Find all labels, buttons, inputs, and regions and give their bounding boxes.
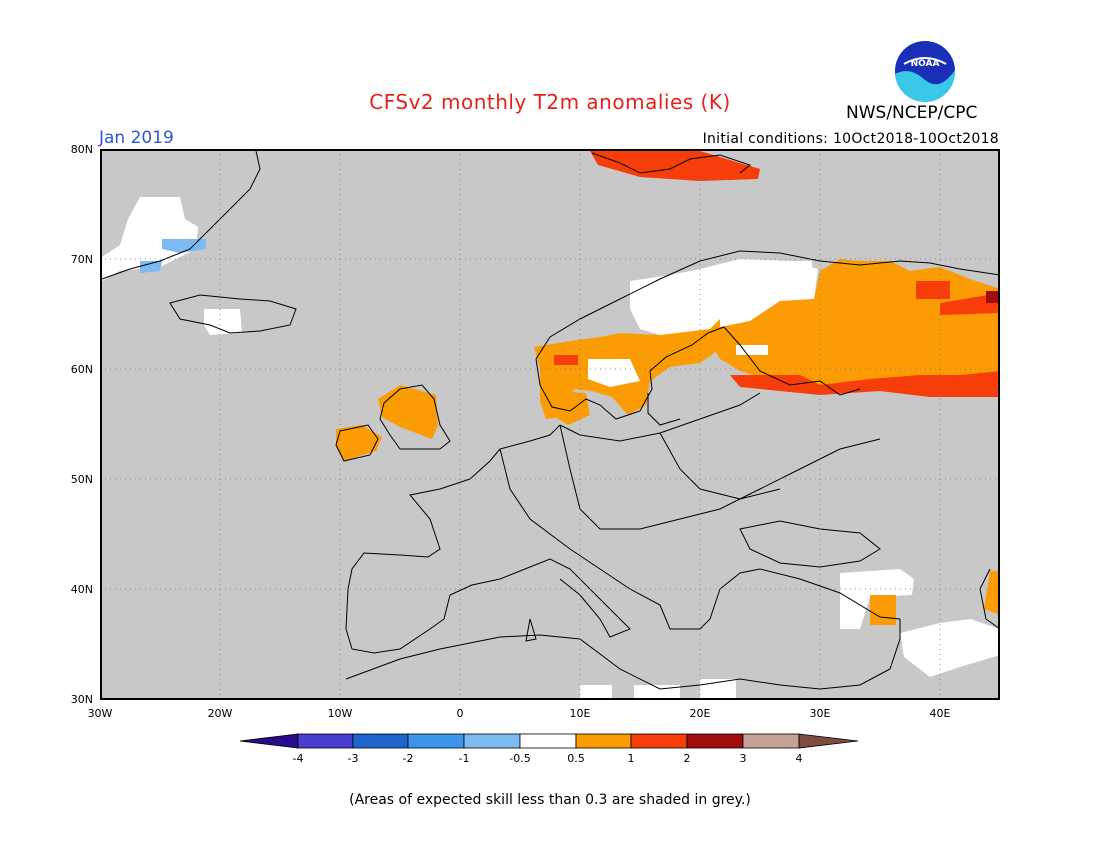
lon-label-40e: 40E [929,707,951,720]
anomaly-cool-greenland-east [162,239,206,253]
anomaly-neutral-iceland [204,309,242,335]
anomaly-neutral-kola [780,261,812,297]
forecast-month: Jan 2019 [99,128,174,148]
anomaly-cells [102,151,1000,699]
colorbar-label: 2 [683,752,691,765]
colorbar-bin [352,733,409,749]
anomaly-neutral-turkey [840,569,914,629]
lon-label-10w: 10W [327,707,353,720]
anomaly-neutral-levant [900,619,1000,677]
map-title: CFSv2 monthly T2m anomalies (K) [369,90,731,114]
graticule [100,149,1000,699]
lat-label-30n: 30N [70,693,93,706]
anomaly-warm-britain [378,385,438,439]
colorbar-label: -1 [458,752,470,765]
lat-label-70n: 70N [70,253,93,266]
anomaly-neutral-scandinavia [630,259,818,335]
anomaly-cool-greenland-south [140,261,162,273]
coastlines [101,150,1000,690]
lon-label-20e: 20E [689,707,711,720]
colorbar-arrow-high [798,733,859,749]
lon-label-30w: 30W [87,707,113,720]
colorbar-bin [630,733,688,749]
map-frame [100,149,1000,700]
colorbar [239,733,859,749]
colorbar-label: -0.5 [509,752,531,765]
lon-label-20w: 20W [207,707,233,720]
colorbar-bin [407,733,465,749]
anomaly-warm-turkey [870,595,896,625]
colorbar-bin [297,733,354,749]
colorbar-bin [519,733,577,749]
lat-label-80n: 80N [70,143,93,156]
skill-mask-background [100,149,1000,699]
noaa-logo-text: NOAA [911,59,940,69]
noaa-logo: NOAA [895,41,956,102]
colorbar-label: 4 [795,752,803,765]
anomaly-warm-ireland [336,425,382,461]
colorbar-bin [575,733,632,749]
lat-label-50n: 50N [70,473,93,486]
anomaly-neutral-sweden-patch [588,359,640,387]
colorbar-bin [463,733,521,749]
lon-label-10e: 10E [569,707,591,720]
colorbar-label: -4 [292,752,304,765]
colorbar-label: 3 [739,752,747,765]
anomaly-neutral-finland-patch [736,345,768,355]
lat-label-40n: 40N [70,583,93,596]
lon-label-30e: 30E [809,707,831,720]
anomaly-very-warm-russia [986,291,1000,303]
colorbar-label: 0.5 [567,752,585,765]
anomaly-warm-caucasus [984,571,1000,615]
anomaly-warm-denmark [552,391,590,425]
anomaly-strong-warm-norway [554,355,578,365]
anomaly-neutral-greenland [102,197,198,281]
colorbar-bin [742,733,800,749]
colorbar-arrow-low [239,733,299,749]
initial-conditions: Initial conditions: 10Oct2018-10Oct2018 [702,131,999,147]
agency-label: NWS/NCEP/CPC [846,103,978,123]
colorbar-label: -2 [402,752,414,765]
skill-footnote: (Areas of expected skill less than 0.3 a… [349,792,751,808]
colorbar-bin [686,733,744,749]
colorbar-label: 1 [627,752,635,765]
anomaly-map [100,149,1000,700]
anomaly-neutral-north-africa [580,679,736,699]
anomaly-strong-warm-russia-north [916,281,950,299]
anomaly-strong-warm-russia-south [730,371,1000,397]
lon-label-0: 0 [456,707,464,720]
lat-label-60n: 60N [70,363,93,376]
colorbar-label: -3 [347,752,359,765]
anomaly-strong-warm-russia-east [940,293,1000,315]
